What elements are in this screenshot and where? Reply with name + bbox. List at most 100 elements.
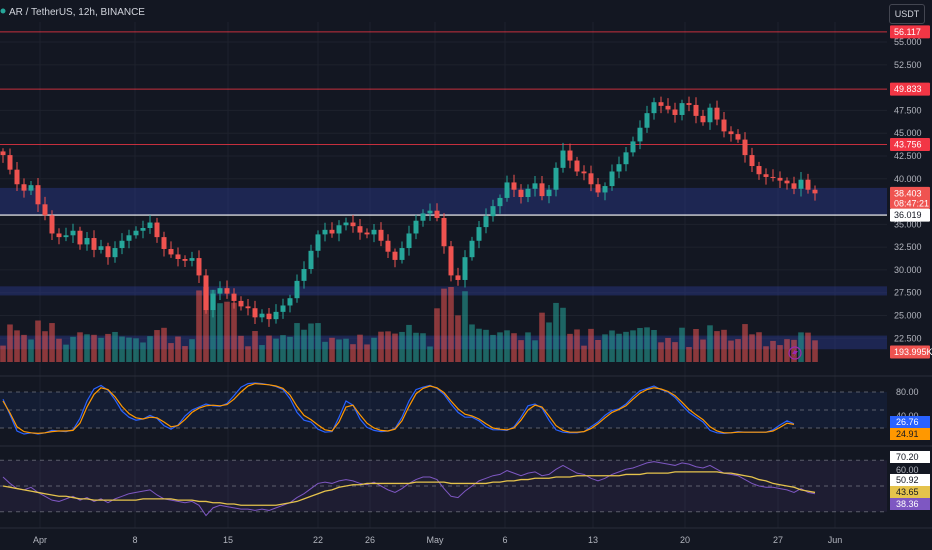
candle-body [791, 183, 797, 189]
volume-bar [301, 329, 307, 362]
volume-bar [476, 328, 482, 362]
volume-bar [259, 345, 265, 362]
candle-body [658, 102, 664, 106]
candle-body [560, 150, 566, 168]
volume-bar [574, 329, 580, 362]
volume-bar [322, 341, 328, 362]
volume-bar [651, 329, 657, 362]
currency-selector[interactable]: USDT [889, 4, 925, 24]
candle-body [742, 139, 748, 156]
candle-body [42, 204, 48, 216]
candle-body [287, 298, 293, 306]
volume-bar [518, 340, 524, 362]
time-tick-label: May [426, 535, 444, 545]
candle-body [266, 313, 272, 320]
volume-bar [441, 288, 447, 362]
candle-body [693, 104, 699, 116]
volume-bar [700, 339, 706, 362]
volume-bar [203, 287, 209, 362]
candle-body [385, 240, 391, 252]
candle-body [420, 213, 426, 221]
stoch-d-badge-bg [890, 428, 930, 440]
candle-body [511, 182, 517, 190]
candle-body [686, 103, 692, 105]
candle-body [630, 141, 636, 153]
rsi-ma-badge-bg [890, 486, 930, 498]
time-tick-label: 26 [365, 535, 375, 545]
volume-bar [238, 335, 244, 362]
rsi-upper-badge-bg [890, 451, 930, 463]
volume-bar [126, 337, 132, 362]
time-tick-label: 6 [502, 535, 507, 545]
candle-body [91, 238, 97, 250]
resistance-price-badge-bg [890, 25, 930, 39]
volume-bar [21, 334, 27, 362]
candle-body [672, 109, 678, 115]
candle-body [217, 288, 223, 294]
volume-bar [665, 337, 671, 362]
volume-bars [0, 287, 818, 362]
candle-body [406, 233, 412, 249]
volume-bar [483, 329, 489, 362]
candle-body [413, 220, 419, 234]
time-tick-label: 8 [132, 535, 137, 545]
volume-bar [595, 339, 601, 362]
stoch-k-badge-bg [890, 416, 930, 428]
volume-bar [217, 303, 223, 362]
candle-body [434, 210, 440, 218]
volume-bar [623, 331, 629, 362]
candle-body [119, 240, 125, 249]
candle-body [735, 134, 741, 140]
volume-bar [707, 325, 713, 362]
candle-body [532, 183, 538, 189]
volume-bar [343, 338, 349, 362]
volume-bar [616, 333, 622, 362]
stoch-tick-label: 80.00 [896, 387, 919, 397]
candle-body [728, 131, 734, 135]
candle-body [294, 280, 300, 299]
candle-body [252, 308, 258, 318]
candle-body [231, 293, 237, 301]
candle-body [154, 222, 160, 238]
candle-body [665, 105, 671, 110]
volume-bar [749, 334, 755, 362]
candle-body [315, 234, 321, 251]
time-tick-label: Apr [33, 535, 47, 545]
volume-bar [602, 334, 608, 362]
volume-bar [546, 322, 552, 362]
volume-bar [560, 307, 566, 362]
candle-body [364, 232, 370, 235]
volume-bar [490, 334, 496, 362]
price-tick-label: 45.000 [894, 128, 922, 138]
volume-bar [28, 339, 34, 362]
status-dot-icon [0, 8, 6, 14]
volume-bar [147, 336, 153, 362]
volume-bar [567, 333, 573, 362]
volume-bar [280, 335, 286, 362]
volume-bar [294, 323, 300, 362]
candle-body [490, 206, 496, 217]
volume-bar [448, 287, 454, 362]
volume-bar [392, 333, 398, 362]
candle-body [126, 235, 132, 241]
volume-bar [588, 328, 594, 362]
volume-badge: 193.995K [894, 347, 932, 357]
volume-bar [434, 308, 440, 362]
current-price-badge: 38.403 [894, 188, 922, 198]
volume-bar [805, 332, 811, 362]
volume-badge-bg [890, 345, 930, 359]
volume-bar [70, 336, 76, 362]
candle-body [497, 197, 503, 207]
time-tick-label: 15 [223, 535, 233, 545]
candle-body [721, 119, 727, 132]
volume-bar [714, 331, 720, 362]
volume-bar [84, 334, 90, 362]
candle-body [525, 188, 531, 198]
volume-bar [98, 337, 104, 362]
volume-bar [112, 331, 118, 362]
price-zone [0, 187, 887, 216]
volume-bar [532, 340, 538, 362]
candle-body [357, 226, 363, 233]
candle-body [777, 177, 783, 181]
